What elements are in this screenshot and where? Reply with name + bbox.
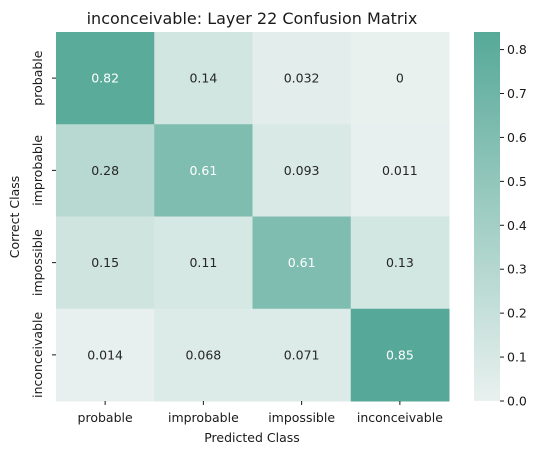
cell-value-label: 0.014 [87,347,123,362]
colorbar-tick-label: 0.3 [507,262,527,277]
cell-value-label: 0.61 [288,255,316,270]
cell-value-label: 0.068 [185,347,221,362]
x-tick-label: improbable [168,410,239,425]
colorbar [474,32,500,401]
cell-value-label: 0.14 [189,71,217,86]
y-tick-label: impossible [30,229,45,296]
cell-value-label: 0.13 [386,255,414,270]
cell-value-label: 0.011 [382,163,418,178]
heatmap-cell [154,124,253,217]
colorbar-tick-label: 0.6 [507,130,527,145]
colorbar-tick-label: 0.5 [507,174,527,189]
heatmap-cell [350,308,450,402]
heatmap-cell [56,32,155,125]
colorbar-tick-label: 0.0 [507,394,527,409]
heatmap-cell [252,308,352,402]
y-axis-ticks: probable improbable impossible inconceivabl… [30,50,56,398]
heatmap-cell [350,216,450,310]
heatmap-cell [56,124,155,217]
y-tick-label: improbable [30,135,45,206]
heatmap-cell [154,216,253,310]
heatmap-cell [252,124,352,217]
colorbar-tick-label: 0.1 [507,350,527,365]
cell-value-label: 0.071 [284,347,320,362]
x-tick-label: inconceivable [357,410,443,425]
cell-value-label: 0.28 [91,163,119,178]
heatmap-cell [56,308,155,402]
heatmap-cell [350,124,450,217]
x-tick-label: impossible [268,410,335,425]
colorbar-tick-label: 0.8 [507,42,527,57]
heatmap-cell [350,32,450,125]
cell-value-label: 0.15 [91,255,119,270]
x-axis-ticks: probable improbable impossible inconceivabl… [78,401,443,425]
colorbar-tick-label: 0.2 [507,306,527,321]
x-axis-label: Predicted Class [204,430,300,445]
colorbar-tick-label: 0.7 [507,86,527,101]
heatmap-cell [154,32,253,125]
heatmap-cell [56,216,155,310]
cell-value-label: 0.093 [284,163,320,178]
y-axis-label: Correct Class [7,176,22,258]
cell-value-label: 0.032 [284,71,320,86]
heatmap-cell [252,32,352,125]
cell-value-label: 0.82 [91,71,119,86]
heatmap-cell [154,308,253,402]
cell-value-label: 0.11 [189,255,217,270]
chart-title: inconceivable: Layer 22 Confusion Matrix [87,9,418,28]
colorbar-tick-label: 0.4 [507,218,527,233]
y-tick-label: inconceivable [30,312,45,398]
cell-value-label: 0 [396,71,404,86]
colorbar-ticks: 0.0 0.1 0.2 0.3 0.4 0.5 0.6 0.7 0.8 [500,42,527,409]
heatmap-cell [252,216,352,310]
x-tick-label: probable [78,410,133,425]
heatmap-cells: 0.82 0.14 0.032 0 0.28 0.61 0.093 0.011 0.15 0.11… [56,32,450,402]
cell-value-label: 0.85 [386,347,414,362]
y-tick-label: probable [30,50,45,105]
cell-value-label: 0.61 [189,163,217,178]
